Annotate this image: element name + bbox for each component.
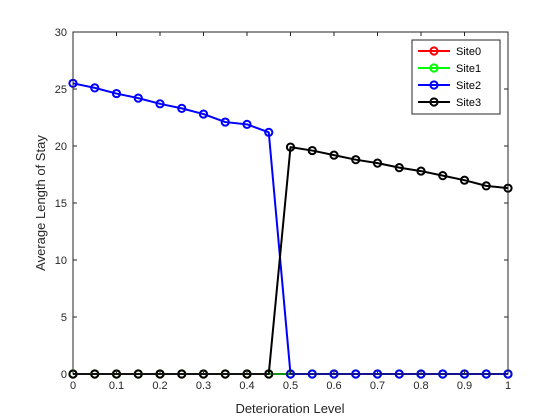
y-tick-label: 0 [61, 369, 67, 381]
x-tick-label: 0.6 [326, 380, 341, 392]
y-tick-label: 30 [55, 27, 67, 39]
data-point-site3-16 [416, 166, 426, 176]
legend-label: Site1 [456, 63, 481, 75]
data-point-site3-10 [285, 142, 296, 152]
legend-swatch-marker [429, 46, 439, 56]
data-point-site2-7 [220, 117, 230, 127]
data-point-site3-18 [459, 175, 470, 185]
legend-swatch-marker [429, 97, 439, 107]
axes-layer: 0 0.1 0.2 0.3 0.4 0.5 0.6 0.7 0.8 0.9 105101520253… [55, 27, 511, 392]
x-tick-label: 0.7 [370, 380, 385, 392]
legend-label: Site2 [456, 80, 481, 92]
data-point-site3-12 [329, 150, 339, 160]
y-tick-label: 15 [55, 198, 67, 210]
x-tick-label: 0.1 [109, 380, 124, 392]
legend-label: Site0 [456, 46, 481, 58]
x-axis-label: Deterioration Level [235, 401, 344, 416]
x-tick-label: 0.4 [239, 380, 254, 392]
data-point-site3-14 [372, 158, 383, 168]
legend-item-site0: Site0 [418, 46, 481, 58]
legend-item-site3: Site3 [418, 97, 481, 109]
legend-item-site2: Site2 [418, 80, 481, 92]
x-tick-label: 0.2 [152, 380, 167, 392]
data-point-site3-11 [307, 145, 317, 156]
y-tick-label: 25 [55, 84, 67, 96]
data-point-site3-19 [481, 181, 491, 191]
x-tick-label: 0.3 [196, 380, 211, 392]
y-axis-label: Average Length of Stay [33, 135, 48, 271]
data-point-site2-6 [198, 109, 209, 119]
data-point-site2-2 [111, 88, 122, 99]
data-point-site3-15 [394, 163, 404, 173]
data-point-site3-17 [438, 171, 448, 181]
data-point-site2-4 [155, 99, 165, 109]
x-tick-label: 1 [505, 380, 511, 392]
legend-swatch-marker [429, 63, 439, 73]
data-point-site2-3 [133, 93, 143, 103]
x-tick-label: 0.8 [413, 380, 428, 392]
data-point-site2-9 [264, 127, 274, 137]
legend-swatch-marker [429, 80, 439, 90]
x-tick-label: 0.9 [457, 380, 472, 392]
data-point-site2-5 [177, 103, 187, 113]
x-tick-label: 0 [70, 380, 76, 392]
y-tick-label: 5 [61, 312, 67, 324]
x-tick-label: 0.5 [283, 380, 298, 392]
data-point-site2-8 [242, 119, 252, 129]
data-point-site3-13 [351, 155, 361, 165]
legend-item-site1: Site1 [418, 63, 481, 75]
data-point-site2-1 [90, 83, 100, 93]
legend-label: Site3 [456, 97, 481, 109]
y-tick-label: 10 [55, 255, 67, 267]
y-tick-label: 20 [55, 141, 67, 153]
legend: Site0 Site1 Site2 Site3 [411, 39, 501, 115]
